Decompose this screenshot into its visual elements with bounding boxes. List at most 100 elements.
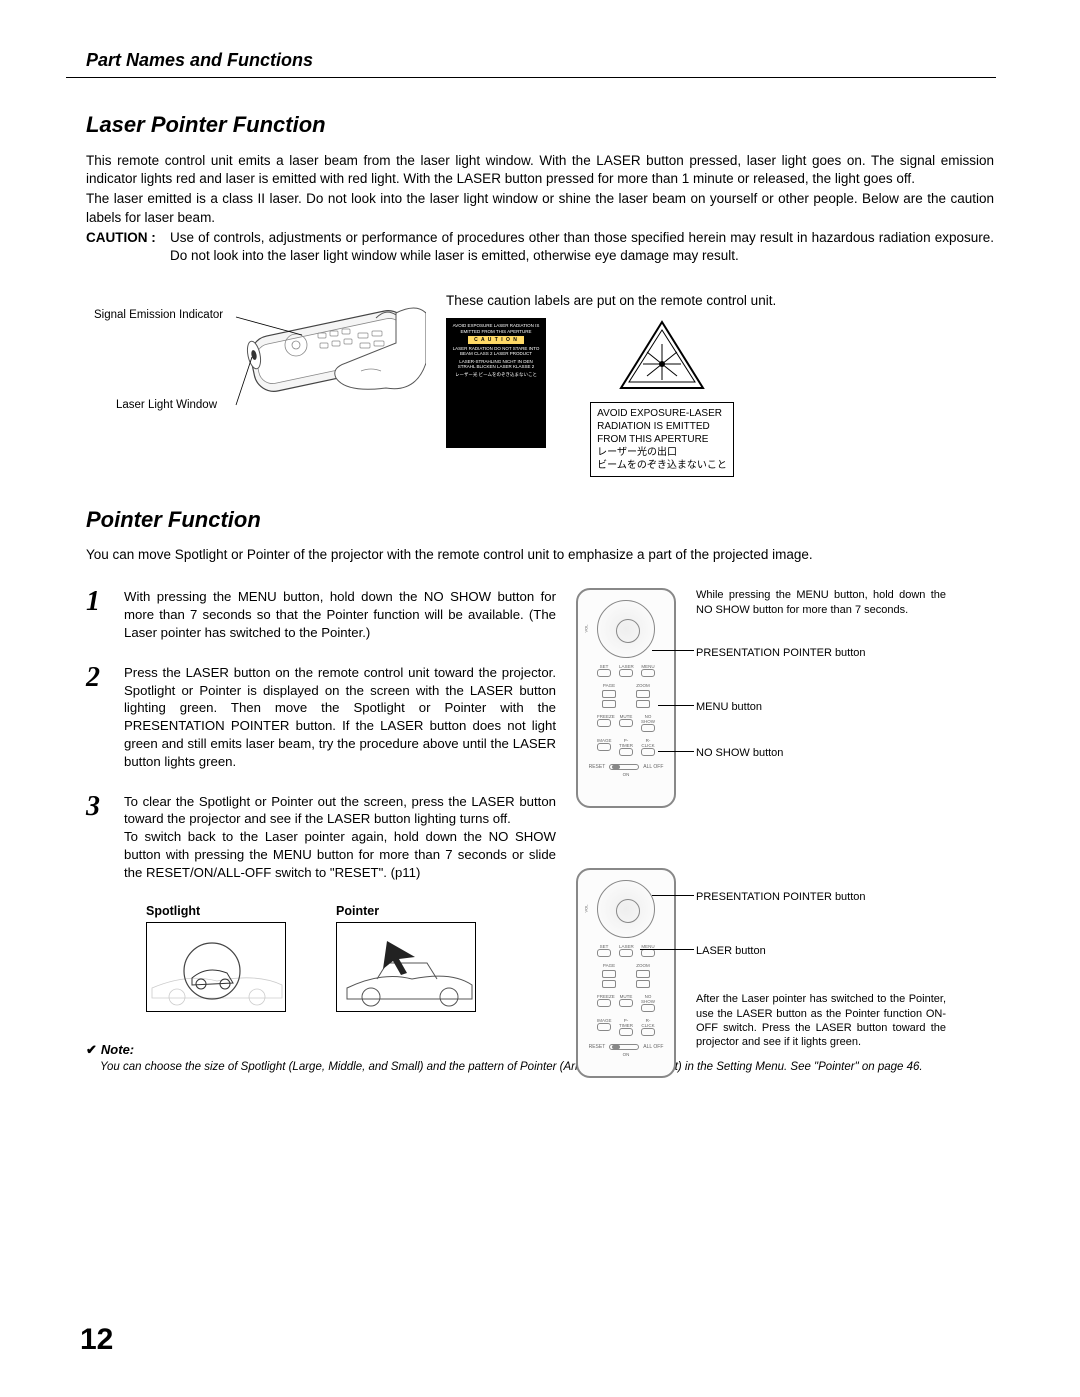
caution-text: Use of controls, adjustments or performa… — [170, 229, 994, 265]
rclick-label-2: R-CLICK — [641, 1018, 655, 1028]
black-label-caution: C A U T I O N — [468, 336, 524, 344]
caution-colon: : — [148, 230, 156, 245]
pointer-preview — [336, 922, 476, 1012]
page-up-icon — [602, 690, 616, 698]
black-label-fine1: LASER RADIATION DO NOT STARE INTO BEAM C… — [451, 346, 541, 357]
step-1-number: 1 — [86, 588, 110, 641]
image-button-2-icon — [597, 1023, 611, 1031]
header-rule — [66, 77, 996, 78]
caution-block: CAUTION : Use of controls, adjustments o… — [86, 229, 994, 265]
laser-p2: The laser emitted is a class II laser. D… — [86, 190, 994, 226]
step-2-number: 2 — [86, 664, 110, 771]
menu-button-2-icon — [641, 949, 655, 957]
warn-line5: ビームをのぞき込まないこと — [597, 459, 727, 472]
remote-hand-svg — [86, 293, 426, 453]
warn-line1: AVOID EXPOSURE-LASER — [597, 407, 727, 420]
warn-line3: FROM THIS APERTURE — [597, 433, 727, 446]
reset-slider-2-icon — [609, 1044, 639, 1050]
spotlight-label: Spotlight — [146, 904, 286, 918]
black-caution-label: AVOID EXPOSURE LASER RADIATION IS EMITTE… — [446, 318, 546, 448]
pointer-title: Pointer Function — [86, 507, 994, 533]
diagram-row: Signal Emission Indicator Laser Light Wi… — [86, 293, 994, 477]
freeze-button-2-icon — [597, 999, 611, 1007]
laser-button-icon — [619, 669, 633, 677]
presentation-pointer-pad-2-icon — [597, 880, 655, 938]
ptimer-button-icon — [619, 748, 633, 756]
laser-button-2-icon — [619, 949, 633, 957]
on-label-2: ON — [619, 1052, 633, 1057]
zoom-down-2-icon — [636, 980, 650, 988]
zoom-label: ZOOM — [636, 683, 650, 688]
remote-callout-column: VOL SET LASER MENU PAGE ZOOM FREEZE MUTE — [576, 588, 994, 1011]
zoom-down-icon — [636, 700, 650, 708]
alloff-label-2: ALL OFF — [643, 1044, 663, 1050]
pointer-intro: You can move Spotlight or Pointer of the… — [86, 547, 994, 562]
leader-line-icon — [658, 705, 694, 706]
page-up-2-icon — [602, 970, 616, 978]
warning-triangle-column: AVOID EXPOSURE-LASER RADIATION IS EMITTE… — [582, 318, 742, 477]
callout-presentation-pointer: PRESENTATION POINTER button — [696, 646, 866, 660]
step-3: 3 To clear the Spotlight or Pointer out … — [86, 793, 556, 882]
rclick-button-icon — [641, 748, 655, 756]
zoom-up-2-icon — [636, 970, 650, 978]
rclick-label: R-CLICK — [641, 738, 655, 748]
mute-button-icon — [619, 719, 633, 727]
set-button-icon — [597, 669, 611, 677]
page-label-2: PAGE — [602, 963, 616, 968]
vol-label-2: VOL — [584, 905, 589, 913]
steps-column: 1 With pressing the MENU button, hold do… — [86, 588, 556, 1011]
warn-line4: レーザー光の出口 — [597, 446, 727, 459]
noshow-label: NO SHOW — [641, 714, 655, 724]
ptimer-label-2: P-TIMER — [619, 1018, 633, 1028]
mute-button-2-icon — [619, 999, 633, 1007]
alloff-label: ALL OFF — [643, 764, 663, 770]
vol-label: VOL — [584, 625, 589, 633]
freeze-button-icon — [597, 719, 611, 727]
presentation-pointer-pad-icon — [597, 600, 655, 658]
warn-line2: RADIATION IS EMITTED — [597, 420, 727, 433]
page-label: PAGE — [602, 683, 616, 688]
step-2: 2 Press the LASER button on the remote c… — [86, 664, 556, 771]
callout-presentation-pointer-2: PRESENTATION POINTER button — [696, 890, 866, 904]
step-1-text: With pressing the MENU button, hold down… — [124, 588, 556, 641]
callout-laser-button: LASER button — [696, 944, 766, 958]
caution-caption: These caution labels are put on the remo… — [446, 293, 994, 308]
ptimer-label: P-TIMER — [619, 738, 633, 748]
callout-after-switch: After the Laser pointer has switched to … — [696, 992, 946, 1049]
page-down-icon — [602, 700, 616, 708]
reset-label: RESET — [589, 764, 606, 770]
zoom-label-2: ZOOM — [636, 963, 650, 968]
pointer-section: Pointer Function You can move Spotlight … — [86, 507, 994, 1075]
remote-diagram-2: VOL SET LASER MENU PAGE ZOOM FREEZE MUTE — [576, 868, 676, 1078]
black-label-fine3: レーザー光 ビームをのぞき込まないこと — [455, 372, 537, 377]
rclick-button-2-icon — [641, 1028, 655, 1036]
callout-menu-button: MENU button — [696, 700, 762, 714]
ptimer-button-2-icon — [619, 1028, 633, 1036]
section-header: Part Names and Functions — [86, 50, 994, 77]
callout-menu-noshow: While pressing the MENU button, hold dow… — [696, 588, 946, 617]
callout-noshow-button: NO SHOW button — [696, 746, 783, 760]
page-number: 12 — [80, 1323, 113, 1357]
black-label-fine2: LASER-STRAHLING NICHT IN DEN STRAHL BLIC… — [451, 359, 541, 370]
black-label-top: AVOID EXPOSURE LASER RADIATION IS EMITTE… — [451, 323, 541, 334]
laser-warning-triangle-icon — [617, 318, 707, 394]
step-2-text: Press the LASER button on the remote con… — [124, 664, 556, 771]
caution-label: CAUTION — [86, 230, 148, 245]
reset-label-2: RESET — [589, 1044, 606, 1050]
spotlight-preview — [146, 922, 286, 1012]
pointer-label: Pointer — [336, 904, 476, 918]
leader-line-icon — [658, 751, 694, 752]
remote-hand-figure: Signal Emission Indicator Laser Light Wi… — [86, 293, 426, 453]
menu-button-icon — [641, 669, 655, 677]
laser-p1: This remote control unit emits a laser b… — [86, 152, 994, 188]
spotlight-pointer-row: Spotlight — [146, 904, 556, 1012]
caution-labels-column: These caution labels are put on the remo… — [446, 293, 994, 477]
step-3-text: To clear the Spotlight or Pointer out th… — [124, 793, 556, 882]
warning-text-box: AVOID EXPOSURE-LASER RADIATION IS EMITTE… — [590, 402, 734, 477]
pointer-item: Pointer — [336, 904, 476, 1012]
noshow-button-2-icon — [641, 1004, 655, 1012]
remote-diagram-1: VOL SET LASER MENU PAGE ZOOM FREEZE MUTE — [576, 588, 676, 808]
step-1: 1 With pressing the MENU button, hold do… — [86, 588, 556, 641]
spotlight-item: Spotlight — [146, 904, 286, 1012]
reset-slider-icon — [609, 764, 639, 770]
